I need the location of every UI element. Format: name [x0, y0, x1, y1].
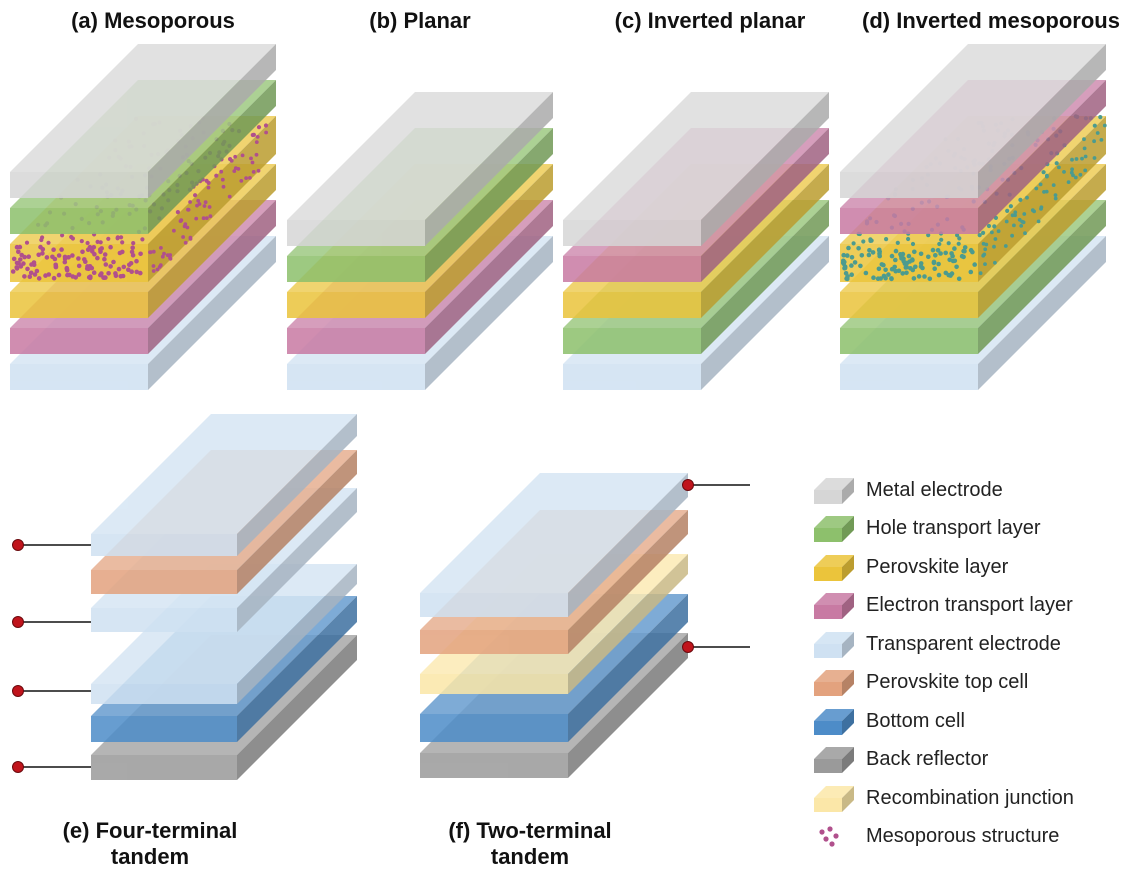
terminal-3 — [12, 616, 91, 628]
planar-stack — [287, 92, 553, 390]
perovskite-swatch-icon — [814, 555, 854, 581]
title-two-terminal: (f) Two-terminal tandem — [420, 818, 640, 870]
title-two-terminal-line1: (f) Two-terminal — [448, 818, 612, 843]
two-terminal-tandem-stack — [420, 473, 750, 778]
mesoporous-dots-icon — [819, 826, 839, 847]
title-inverted-planar: (c) Inverted planar — [614, 8, 806, 33]
planar-stack-layer-5 — [287, 92, 553, 246]
inverted-mesoporous-stack — [840, 44, 1107, 390]
perovskite-top-cell-swatch-icon — [814, 670, 854, 696]
legend-item-top: Perovskite top cell — [814, 666, 1134, 698]
transparent-electrode-swatch-icon — [814, 632, 854, 658]
legend-label-etl: Electron transport layer — [866, 594, 1073, 616]
bottom-cell-swatch-icon — [814, 709, 854, 735]
hole-transport-swatch-icon — [814, 516, 854, 542]
legend-item-tce: Transparent electrode — [814, 628, 1134, 660]
legend-item-meso: Mesoporous structure — [814, 820, 1134, 852]
recombination-junction-swatch-icon — [814, 786, 854, 812]
title-four-terminal-line2: tandem — [110, 844, 190, 869]
legend-item-recomb: Recombination junction — [814, 782, 1134, 814]
terminal-top — [682, 479, 750, 491]
legend-label-tce: Transparent electrode — [866, 633, 1061, 655]
legend-label-top: Perovskite top cell — [866, 671, 1029, 693]
legend-item-metal: Metal electrode — [814, 474, 1134, 506]
legend-label-htl: Hole transport layer — [866, 517, 1041, 539]
mesoporous-stack — [10, 44, 276, 390]
legend-label-bottom: Bottom cell — [866, 710, 965, 732]
title-inverted-mesoporous: (d) Inverted mesoporous — [862, 8, 1120, 33]
inverted-mesoporous-stack-mesoporous-dots — [840, 114, 1107, 282]
back-reflector-swatch-icon — [814, 747, 854, 773]
legend-item-bottom: Bottom cell — [814, 705, 1134, 737]
terminal-1 — [12, 761, 91, 773]
legend-item-htl: Hole transport layer — [814, 512, 1134, 544]
legend-item-pvk: Perovskite layer — [814, 551, 1134, 583]
legend-label-metal: Metal electrode — [866, 479, 1003, 501]
inverted-planar-stack-layer-5 — [563, 92, 829, 246]
terminal-2 — [12, 685, 91, 697]
legend-label-meso: Mesoporous structure — [866, 825, 1060, 847]
title-two-terminal-line2: tandem — [490, 844, 570, 869]
legend-item-etl: Electron transport layer — [814, 589, 1134, 621]
legend-label-back: Back reflector — [866, 748, 989, 770]
title-four-terminal: (e) Four-terminal tandem — [40, 818, 260, 870]
electron-transport-swatch-icon — [814, 593, 854, 619]
terminal-bottom — [682, 641, 750, 653]
terminal-4 — [12, 539, 91, 551]
title-planar: (b) Planar — [369, 8, 471, 33]
four-terminal-layer-6 — [91, 414, 357, 556]
two-terminal-layer-5 — [420, 473, 688, 617]
mesoporous-stack-layer-6 — [10, 44, 276, 198]
title-four-terminal-line1: (e) Four-terminal — [62, 818, 238, 843]
legend-item-back: Back reflector — [814, 743, 1134, 775]
metal-electrode-swatch-icon — [814, 478, 854, 504]
title-mesoporous: (a) Mesoporous — [71, 8, 235, 33]
legend-label-pvk: Perovskite layer — [866, 556, 1009, 578]
four-terminal-tandem-stack — [12, 414, 357, 780]
inverted-planar-stack — [563, 92, 829, 390]
inverted-mesoporous-stack-layer-6 — [840, 44, 1106, 198]
legend-label-recomb: Recombination junction — [866, 787, 1074, 809]
